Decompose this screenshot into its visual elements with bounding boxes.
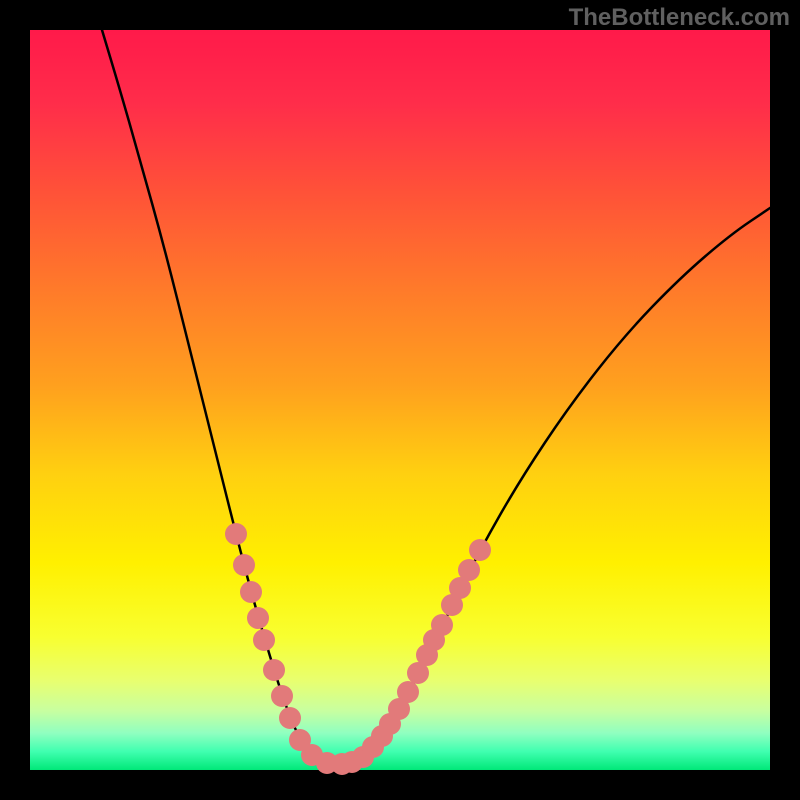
bottleneck-chart xyxy=(0,0,800,800)
data-marker xyxy=(431,614,453,636)
plot-background xyxy=(30,30,770,770)
data-marker xyxy=(397,681,419,703)
data-marker xyxy=(469,539,491,561)
watermark-label: TheBottleneck.com xyxy=(569,4,790,32)
data-marker xyxy=(279,707,301,729)
data-marker xyxy=(458,559,480,581)
data-marker xyxy=(240,581,262,603)
data-marker xyxy=(233,554,255,576)
data-marker xyxy=(253,629,275,651)
data-marker xyxy=(263,659,285,681)
data-marker xyxy=(225,523,247,545)
data-marker xyxy=(247,607,269,629)
data-marker xyxy=(271,685,293,707)
